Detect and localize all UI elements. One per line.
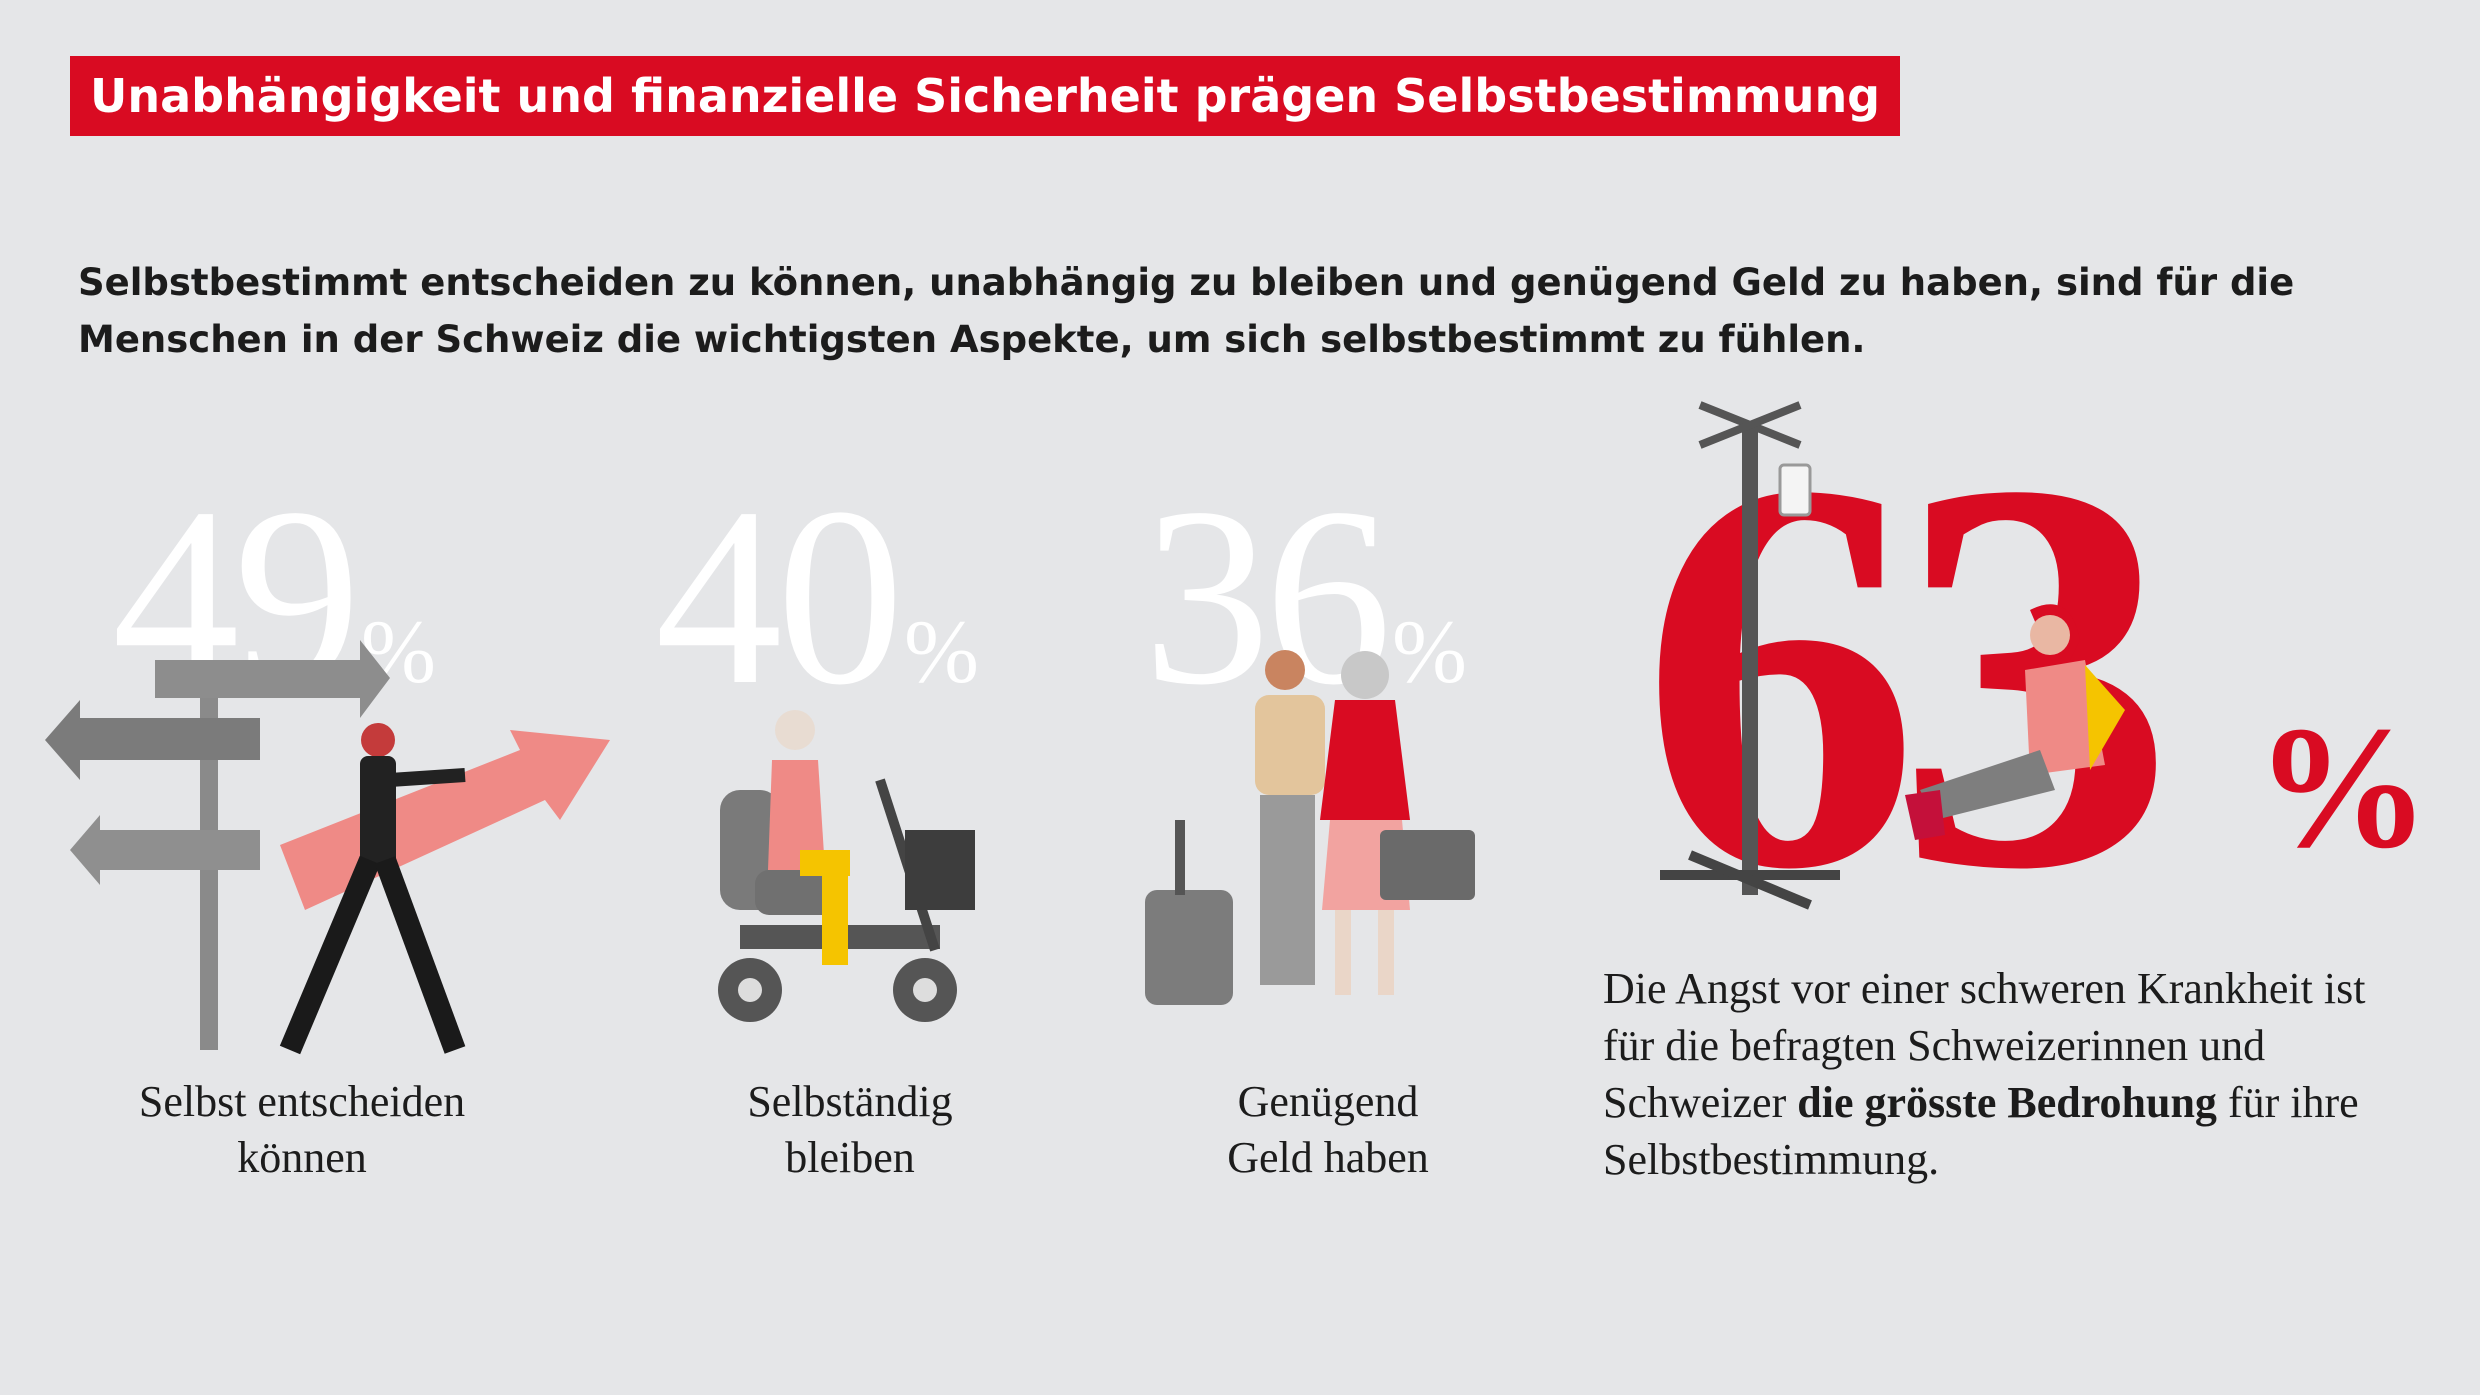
- stat-2: 40%: [655, 470, 979, 725]
- stat-2-label: Selbständig bleiben: [640, 1074, 1060, 1186]
- highlight-unit: %: [2255, 690, 2430, 884]
- highlight-text-after: für ihre Selbstbestimmung.: [1603, 1078, 2359, 1184]
- stat-2-unit: %: [904, 603, 979, 702]
- stat-1-label-line2: können: [237, 1133, 367, 1182]
- signpost-icon: [45, 640, 390, 1050]
- stat-2-label-line2: bleiben: [785, 1133, 915, 1182]
- stat-1-label: Selbst entscheiden können: [92, 1074, 512, 1186]
- stat-1-label-line1: Selbst entscheiden: [138, 1077, 466, 1126]
- iv-drip-icon: [1660, 401, 1840, 910]
- page-title: Unabhängigkeit und finanzielle Sicherhei…: [70, 56, 1901, 136]
- stat-3-label-line1: Genügend: [1237, 1077, 1419, 1126]
- highlight-text-before: Die Angst vor einer schweren Krankheit i…: [1603, 964, 2366, 1127]
- patient-icon: [1905, 604, 2125, 840]
- elderly-couple-icon: [1145, 650, 1475, 1005]
- stat-2-label-line1: Selbständig: [747, 1077, 953, 1126]
- highlight-description: Die Angst vor einer schweren Krankheit i…: [1603, 960, 2423, 1188]
- highlight-text-bold: die grösste Bedrohung: [1797, 1078, 2217, 1127]
- stat-3-label: Genügend Geld haben: [1118, 1074, 1538, 1186]
- stat-3-unit: %: [1392, 603, 1467, 702]
- businessman-arrow-icon: [279, 723, 610, 1055]
- intro-text: Selbstbestimmt entscheiden zu können, un…: [78, 261, 2295, 361]
- stat-3-label-line2: Geld haben: [1227, 1133, 1429, 1182]
- stat-2-value: 40: [655, 456, 904, 738]
- mobility-scooter-icon: [718, 710, 975, 1022]
